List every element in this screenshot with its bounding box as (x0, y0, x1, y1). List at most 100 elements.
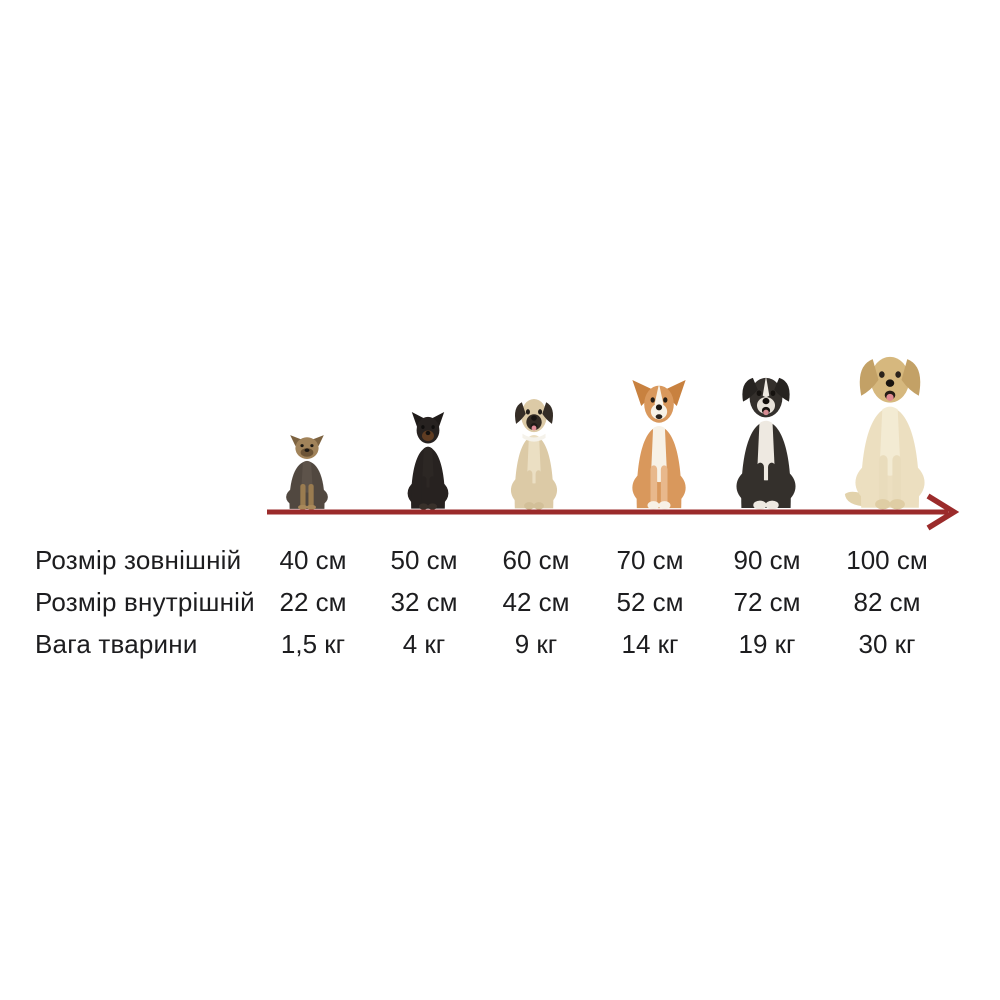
dog-eye (756, 390, 762, 397)
table-row: Розмір зовнішній 40 см 50 см 60 см 70 см… (0, 544, 1000, 576)
dog-leg (660, 465, 668, 507)
dog-nose (655, 404, 663, 411)
dog-paw (753, 500, 767, 510)
dog-tongue (531, 425, 537, 431)
dog-muzzle (300, 448, 314, 457)
dog-leg (526, 470, 533, 507)
dog-nose (425, 430, 431, 436)
dog-eye (421, 425, 425, 430)
animal-weight-value: 14 кг (621, 629, 679, 659)
row-label-outer-size: Розмір зовнішній (35, 545, 242, 575)
dog-leg (429, 476, 435, 508)
table-row: Розмір внутрішній 22 см 32 см 42 см 52 с… (0, 586, 1000, 618)
dog-leg (892, 455, 902, 506)
dog-collar (522, 433, 546, 442)
dog-eye (525, 409, 530, 415)
dog-eye (650, 397, 655, 403)
dog-nose (762, 397, 770, 405)
dog-paw (306, 504, 316, 510)
dog-ear (901, 359, 921, 396)
dog-nose (304, 448, 310, 453)
dog-blaze (762, 375, 770, 398)
row-label-inner-size: Розмір внутрішній (35, 587, 255, 617)
dog-blaze (654, 383, 664, 406)
dog-muzzle (526, 414, 542, 431)
animal-weight-value: 30 кг (858, 629, 916, 659)
outer-size-value: 70 см (616, 545, 684, 575)
inner-size-value: 82 см (853, 587, 921, 617)
dog-paw (658, 501, 671, 510)
inner-size-value: 52 см (616, 587, 684, 617)
animal-weight-value: 4 кг (402, 629, 446, 659)
arrow-head (926, 493, 960, 531)
yorkshire-terrier-icon (278, 434, 336, 510)
dog-nose (531, 415, 537, 421)
dog-ear (429, 412, 445, 428)
dog-paw (889, 499, 905, 510)
dog-leg (421, 476, 427, 508)
dog-eye (431, 425, 435, 430)
dog-ear (290, 435, 305, 446)
dog-ear (632, 380, 657, 406)
dog-leg (308, 483, 314, 508)
dog-leg (650, 465, 658, 507)
outer-size-value: 60 см (502, 545, 570, 575)
outer-size-value: 40 см (279, 545, 347, 575)
dog-leg (878, 455, 888, 506)
inner-size-value: 32 см (390, 587, 458, 617)
dog-muzzle (650, 403, 668, 420)
dog-leg (768, 462, 776, 507)
labrador-icon (842, 350, 938, 510)
dog-eye (770, 390, 776, 397)
inner-size-value: 22 см (279, 587, 347, 617)
dog-paw (647, 501, 660, 510)
dog-paw (298, 504, 308, 510)
outer-size-value: 100 см (846, 545, 928, 575)
animal-weight-value: 9 кг (514, 629, 558, 659)
dog-leg (535, 470, 542, 507)
dog-muzzle (756, 397, 776, 414)
corgi-icon (622, 380, 696, 510)
dog-paw (765, 500, 779, 510)
dog-ear (514, 402, 526, 424)
border-collie-icon (725, 372, 807, 510)
dog-leg (756, 462, 764, 507)
dog-eye (538, 409, 543, 415)
dog-paw (428, 503, 437, 510)
size-arrow-icon (267, 493, 960, 531)
dog-ear (542, 402, 554, 424)
dog-paw (419, 503, 428, 510)
outer-size-value: 50 см (390, 545, 458, 575)
table-row: Вага тварини 1,5 кг 4 кг 9 кг 14 кг 19 к… (0, 628, 1000, 660)
inner-size-value: 42 см (502, 587, 570, 617)
animal-weight-value: 19 кг (738, 629, 796, 659)
dog-ear (742, 377, 758, 402)
dog-ear (411, 412, 427, 428)
pug-icon (502, 394, 566, 510)
outer-size-value: 90 см (733, 545, 801, 575)
dog-ear (661, 380, 686, 406)
inner-size-value: 72 см (733, 587, 801, 617)
dog-eye (663, 397, 668, 403)
dog-mouth (655, 414, 663, 420)
dog-ear (859, 359, 879, 396)
dog-paw (533, 502, 544, 510)
dog-eye (895, 371, 901, 378)
dog-eye (300, 444, 304, 448)
dog-muzzle (878, 378, 902, 400)
dog-muzzle (422, 430, 434, 442)
dog-tongue (886, 393, 894, 401)
dog-eye (879, 371, 885, 378)
miniature-pinscher-icon (398, 412, 458, 510)
dog-leg (300, 483, 306, 508)
dog-paw (875, 499, 891, 510)
dog-nose (885, 379, 895, 387)
dog-ear (309, 435, 324, 446)
dog-ear (774, 377, 790, 402)
animal-weight-value: 1,5 кг (280, 629, 346, 659)
dog-tongue (763, 409, 769, 416)
dog-eye (310, 444, 314, 448)
row-label-animal-weight: Вага тварини (35, 629, 198, 659)
dog-paw (524, 502, 535, 510)
